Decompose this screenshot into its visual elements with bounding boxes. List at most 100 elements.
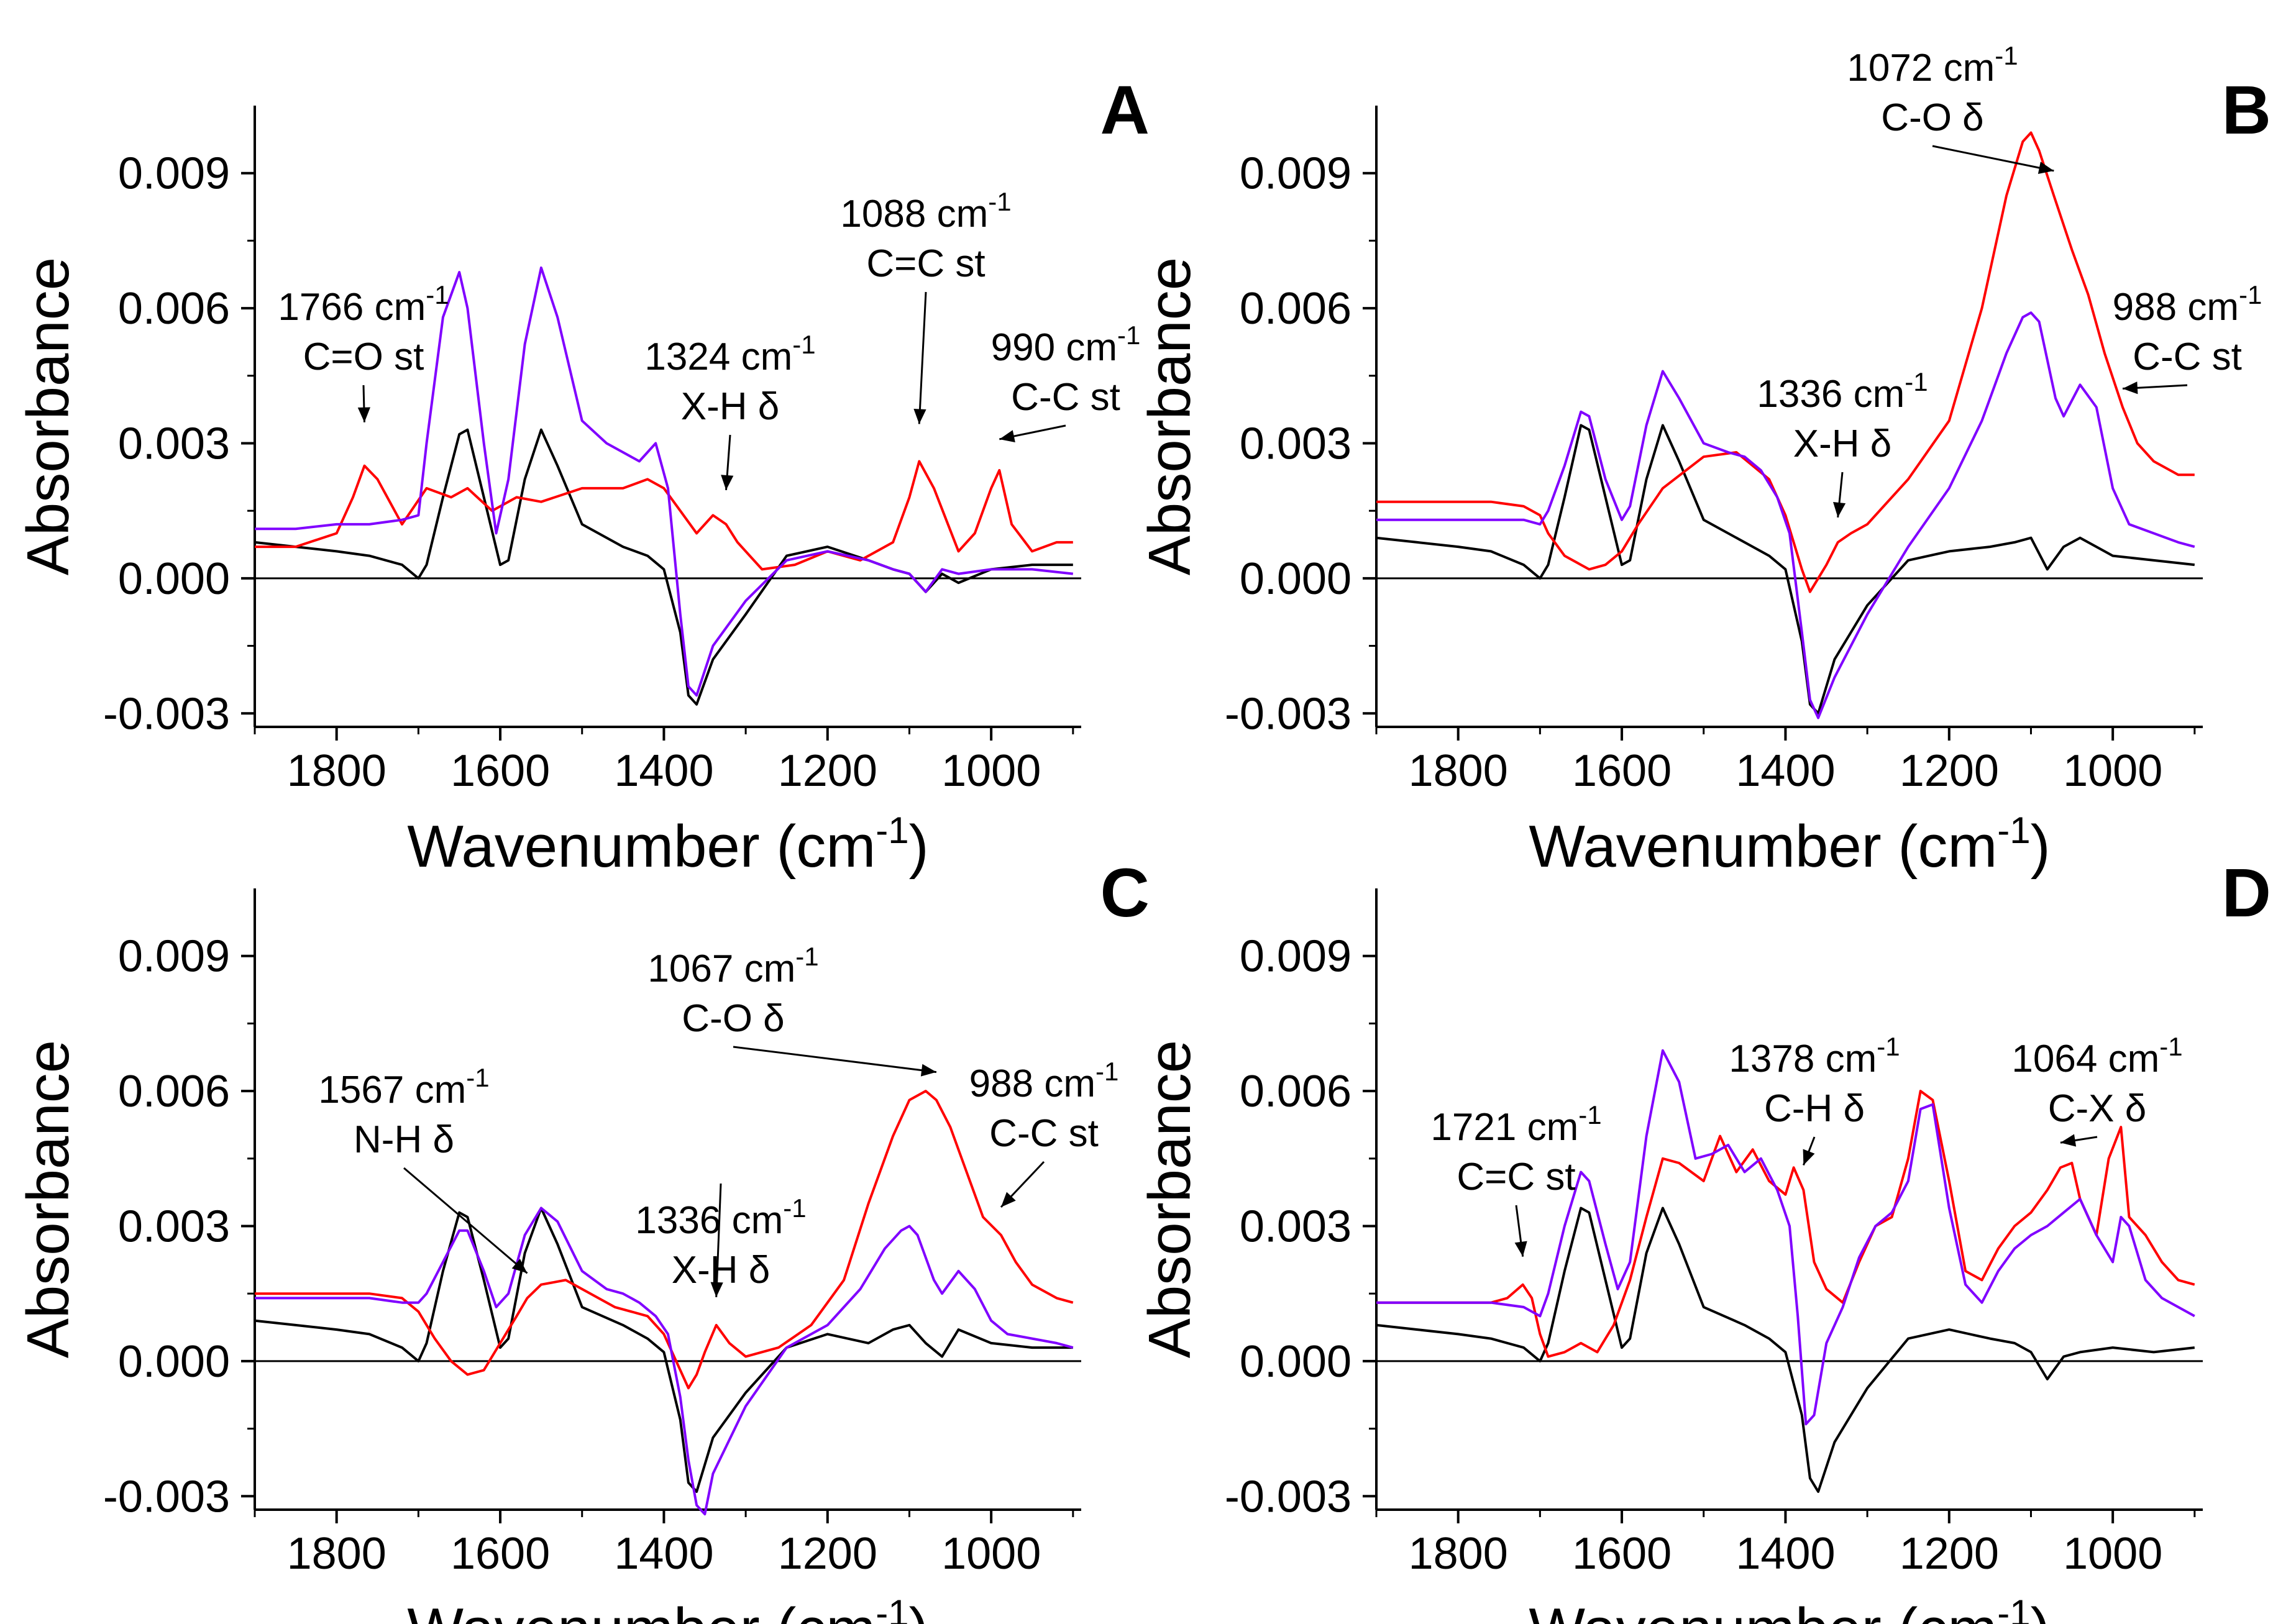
peak-annotation: 1766 cm-1 C=O st <box>278 280 449 422</box>
annotation-arrowhead <box>920 1064 936 1077</box>
y-tick-label: 0.003 <box>118 419 230 468</box>
x-tick-label: 1000 <box>2063 1529 2162 1579</box>
x-tick-label: 1800 <box>1409 746 1508 796</box>
peak-annotation: 1067 cm-1 C-O δ <box>647 942 937 1077</box>
peak-annotation: 990 cm-1 C-C st <box>991 321 1141 443</box>
series-line-control <box>254 1207 1073 1493</box>
x-axis-title: Wavenumber (cm-1) <box>1529 810 2050 880</box>
x-axis-title: Wavenumber (cm-1) <box>407 810 928 880</box>
y-tick-label: 0.006 <box>1240 1067 1352 1116</box>
series-line-sample-red <box>1376 131 2195 593</box>
annotation-arrowhead <box>721 475 734 490</box>
y-tick-label: 0.000 <box>118 554 230 604</box>
panel-letter: D <box>2222 855 2271 931</box>
annotation-arrowhead <box>1833 502 1846 518</box>
y-tick-label: 0.006 <box>118 284 230 334</box>
peak-wavenumber: 1067 cm-1 <box>647 942 818 990</box>
panel-d: -0.003 0.000 0.003 0.006 0.009 1800 1600 1400 12… <box>1137 855 2271 1624</box>
peak-wavenumber: 1336 cm-1 <box>1757 367 1928 416</box>
peak-wavenumber: 1064 cm-1 <box>2011 1032 2182 1080</box>
y-tick-label: 0.009 <box>1240 149 1352 199</box>
peak-wavenumber: 990 cm-1 <box>991 321 1141 369</box>
series-line-sample-red <box>255 1090 1074 1390</box>
x-tick-label: 1200 <box>778 1529 877 1579</box>
y-axis-title: Absorbance <box>1137 257 1203 575</box>
peak-assignment: C=C st <box>866 242 985 285</box>
peak-wavenumber: 988 cm-1 <box>969 1057 1119 1105</box>
peak-annotation: 1088 cm-1 C=C st <box>840 187 1012 424</box>
x-axis-title: Wavenumber (cm-1) <box>1529 1592 2050 1624</box>
panel-letter: B <box>2222 72 2271 148</box>
peak-wavenumber: 1567 cm-1 <box>318 1063 489 1111</box>
annotation-arrow <box>403 1167 528 1274</box>
annotation-arrowhead <box>2060 1134 2077 1147</box>
peak-assignment: C=O st <box>303 335 424 378</box>
annotation-arrowhead <box>2122 381 2138 395</box>
y-tick-label: 0.003 <box>1240 1202 1352 1251</box>
peak-annotation: 988 cm-1 C-C st <box>969 1057 1119 1208</box>
x-tick-label: 1400 <box>1736 1529 1835 1579</box>
panel-letter: C <box>1100 855 1150 931</box>
y-tick-label: 0.003 <box>118 1202 230 1251</box>
series-line-sample-purple <box>1376 311 2195 719</box>
peak-assignment: C-C st <box>1011 376 1120 419</box>
x-tick-label: 1400 <box>614 1529 713 1579</box>
x-tick-label: 1000 <box>2063 746 2162 796</box>
peak-wavenumber: 1336 cm-1 <box>635 1193 806 1242</box>
y-tick-label: 0.009 <box>1240 932 1352 982</box>
x-tick-label: 1000 <box>941 746 1041 796</box>
x-tick-label: 1200 <box>778 746 877 796</box>
peak-wavenumber: 1072 cm-1 <box>1847 41 2018 89</box>
peak-assignment: C-X δ <box>2048 1087 2147 1130</box>
series-line-control <box>1376 1207 2195 1493</box>
peak-assignment: C-O δ <box>1881 96 1983 139</box>
series-line-sample-purple <box>255 266 1074 697</box>
y-tick-label: 0.009 <box>118 149 230 199</box>
annotation-arrowhead <box>357 407 370 422</box>
x-tick-label: 1800 <box>1409 1529 1508 1579</box>
annotation-arrowhead <box>1803 1149 1815 1166</box>
y-tick-label: 0.009 <box>118 932 230 982</box>
peak-annotation: 1072 cm-1 C-O δ <box>1847 41 2054 175</box>
annotation-arrowhead <box>1514 1241 1527 1257</box>
x-tick-label: 1600 <box>451 1529 550 1579</box>
peak-assignment: C-O δ <box>682 997 784 1040</box>
peak-wavenumber: 988 cm-1 <box>2113 280 2262 329</box>
y-tick-label: -0.003 <box>103 1472 230 1521</box>
peak-wavenumber: 1324 cm-1 <box>644 330 815 378</box>
peak-annotation: 1378 cm-1 C-H δ <box>1729 1032 1900 1166</box>
peak-wavenumber: 1378 cm-1 <box>1729 1032 1900 1080</box>
y-tick-label: -0.003 <box>103 689 230 739</box>
peak-wavenumber: 1088 cm-1 <box>840 187 1011 235</box>
peak-assignment: X-H δ <box>681 385 780 428</box>
peak-assignment: X-H δ <box>1793 422 1892 465</box>
x-tick-label: 1600 <box>1572 1529 1672 1579</box>
annotation-arrow <box>1932 145 2054 172</box>
peak-annotation: 1721 cm-1 C=C st <box>1430 1100 1602 1257</box>
x-tick-label: 1400 <box>614 746 713 796</box>
annotation-arrowhead <box>710 1282 723 1297</box>
panel-b: -0.003 0.000 0.003 0.006 0.009 1800 1600 1400 12… <box>1137 41 2271 880</box>
peak-annotation: 988 cm-1 C-C st <box>2113 280 2262 395</box>
series-line-sample-red <box>1376 1090 2195 1358</box>
peak-annotation: 1336 cm-1X-H δ <box>635 1183 807 1297</box>
peak-assignment: C-C st <box>989 1112 1099 1155</box>
y-tick-label: 0.000 <box>1240 1337 1352 1387</box>
x-tick-label: 1000 <box>941 1529 1041 1579</box>
panel-c: -0.003 0.000 0.003 0.006 0.009 1800 1600 1400 12… <box>15 855 1150 1624</box>
y-tick-label: 0.000 <box>118 1337 230 1387</box>
peak-assignment: N-H δ <box>354 1118 454 1161</box>
x-tick-label: 1800 <box>287 746 386 796</box>
peak-wavenumber: 1721 cm-1 <box>1430 1100 1601 1149</box>
y-tick-label: -0.003 <box>1225 1472 1352 1521</box>
y-axis-title: Absorbance <box>15 1040 81 1358</box>
y-tick-label: 0.000 <box>1240 554 1352 604</box>
y-tick-label: 0.006 <box>118 1067 230 1116</box>
y-tick-label: 0.006 <box>1240 284 1352 334</box>
annotation-arrowhead <box>2038 162 2054 175</box>
panel-a: -0.003 0.000 0.003 0.006 0.009 1800 1600 1400 12… <box>15 72 1150 880</box>
y-axis-title: Absorbance <box>1137 1040 1203 1358</box>
x-tick-label: 1800 <box>287 1529 386 1579</box>
x-axis-title: Wavenumber (cm-1) <box>407 1592 928 1624</box>
